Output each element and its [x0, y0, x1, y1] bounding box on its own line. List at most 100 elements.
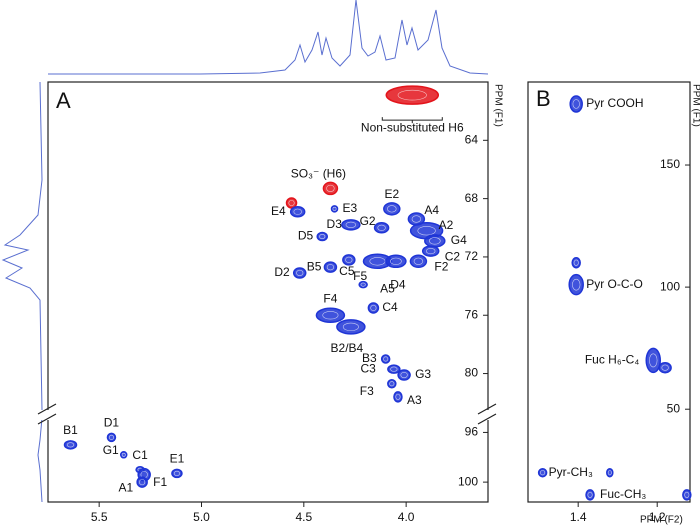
peak-label: A4: [424, 203, 439, 217]
axis-break-gap: [40, 410, 56, 420]
peak-contour: [587, 491, 593, 498]
peak: [606, 467, 614, 478]
peak-contour: [360, 282, 366, 287]
peak-contour: [411, 215, 422, 223]
peak-contour: [573, 259, 579, 266]
peak-label: D5: [298, 229, 314, 243]
x-tick-label: 1.4: [570, 510, 587, 524]
panel-label: B: [536, 86, 551, 111]
peak-contour: [572, 99, 580, 109]
peak-contour: [332, 206, 337, 211]
peak-contour: [661, 364, 669, 371]
peak-contour: [417, 225, 436, 236]
peak: [421, 245, 440, 257]
panel-a-frame: [47, 81, 489, 503]
peak-contour: [390, 257, 402, 265]
peak-label: A1: [118, 480, 133, 494]
peak: [383, 202, 401, 216]
bracket: [381, 117, 443, 124]
left-projection: [1, 81, 43, 503]
peak: [569, 95, 583, 113]
peak-contour: [139, 479, 146, 486]
y-tick-label: 76: [465, 307, 479, 321]
peak: [289, 205, 306, 218]
y-tick-label: 80: [465, 366, 479, 380]
peak: [358, 280, 368, 289]
peak: [537, 467, 548, 478]
peak-label: E2: [384, 187, 399, 201]
peak-label: F2: [434, 259, 448, 273]
peak-label: Fuc H₆-C₄: [585, 353, 640, 367]
peak: [63, 440, 78, 450]
peak: [645, 347, 662, 374]
peak-contour: [326, 264, 335, 271]
x-axis-label: PPM (F2): [640, 515, 683, 526]
peak: [682, 489, 692, 501]
x-tick-label: 4.5: [295, 510, 312, 524]
y-tick-label: 68: [465, 191, 479, 205]
peak-label: D4: [390, 277, 406, 291]
y-tick-label: 150: [660, 157, 680, 171]
peak-contour: [400, 371, 408, 379]
peak: [106, 432, 117, 443]
peak: [336, 319, 366, 335]
peak: [385, 254, 407, 269]
y-tick-label: 100: [458, 474, 478, 488]
peak-contour: [649, 353, 658, 368]
peak: [568, 273, 584, 296]
peak-label: G2: [360, 214, 376, 228]
top-projection: [48, 0, 489, 75]
y-tick-label: 72: [465, 249, 479, 263]
axis-break-gap: [480, 410, 496, 420]
peak-label: Pyr COOH: [586, 96, 643, 110]
peak-label: A2: [439, 218, 454, 232]
peak: [397, 369, 411, 381]
peak-label: B5: [307, 259, 322, 273]
panel-label: A: [56, 88, 71, 113]
peak-label: G3: [415, 367, 431, 381]
peak-label: B3: [362, 351, 377, 365]
peak-label: Pyr-CH₃: [549, 465, 593, 479]
peak-label: Pyr O-C-O: [586, 277, 643, 291]
peak-label: E4: [271, 204, 286, 218]
y-tick-label: 100: [660, 279, 680, 293]
peak-label: D1: [104, 416, 120, 430]
peak-label: D2: [274, 265, 290, 279]
peak-contour: [342, 322, 359, 332]
y-axis-label: PPM (F1): [690, 84, 700, 127]
peak-contour: [121, 452, 126, 457]
peak: [585, 489, 595, 501]
peak: [387, 364, 401, 374]
peak-label: F5: [353, 269, 367, 283]
peak-label: E1: [170, 452, 185, 466]
panel-b-frame: [527, 81, 691, 503]
peak-contour: [319, 234, 326, 240]
peak-label: C3: [361, 361, 377, 375]
peak: [424, 234, 446, 248]
peak-contour: [296, 269, 304, 277]
peak-label: Fuc-CH₃: [600, 487, 646, 501]
peak-contour: [326, 184, 335, 193]
peak-label: F1: [153, 475, 167, 489]
y-axis-label: PPM (F1): [492, 84, 503, 127]
peak: [119, 451, 128, 459]
peak: [323, 261, 338, 273]
peak-contour: [684, 491, 690, 498]
peak-contour: [370, 304, 377, 312]
peak-contour: [345, 221, 357, 228]
peak-label: E3: [343, 201, 358, 215]
peak-label: C5: [339, 264, 355, 278]
peak-contour: [383, 356, 389, 362]
peak-contour: [425, 248, 436, 255]
y-tick-label: 64: [465, 132, 479, 146]
peak: [380, 354, 391, 364]
peak: [385, 85, 440, 105]
peak-label: C4: [382, 300, 398, 314]
peak-label: A5: [380, 281, 395, 295]
peak: [393, 391, 403, 403]
y-tick-label: 96: [465, 425, 479, 439]
peak-label: F4: [323, 291, 337, 305]
peak-label: G1: [103, 443, 119, 457]
peak-label: C1: [132, 448, 148, 462]
